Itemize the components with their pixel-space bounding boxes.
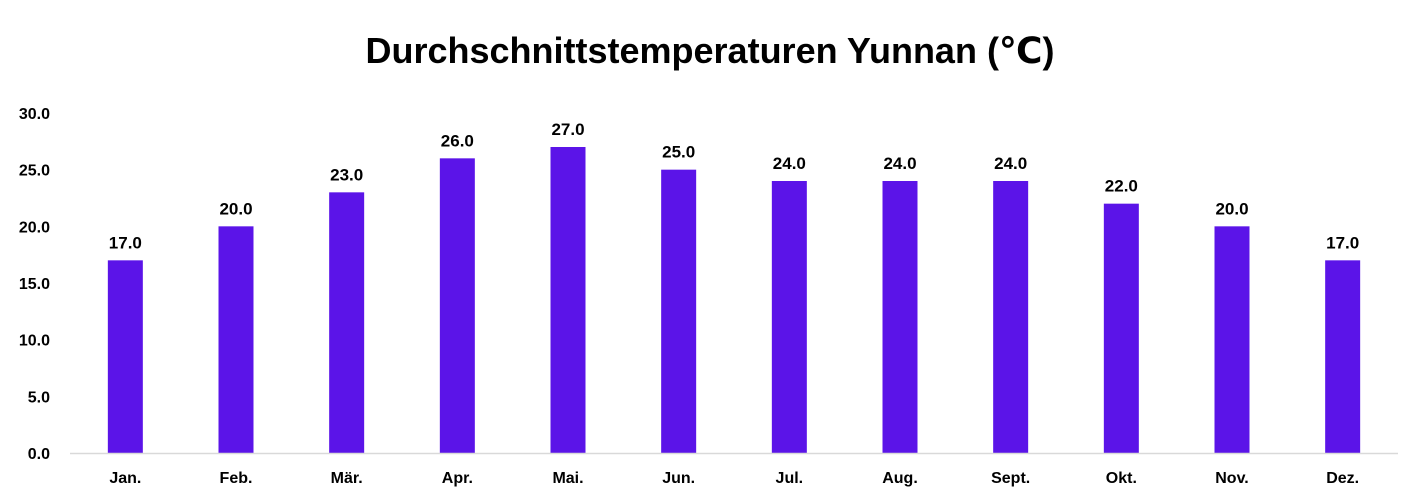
x-tick-label: Nov.	[1215, 470, 1248, 487]
data-label: 25.0	[662, 143, 695, 162]
data-label: 26.0	[441, 131, 474, 150]
bar	[550, 147, 586, 453]
bar	[882, 181, 918, 453]
data-label: 24.0	[773, 154, 806, 173]
y-tick-label: 0.0	[28, 446, 50, 463]
data-label: 17.0	[109, 233, 142, 252]
data-label: 20.0	[219, 199, 252, 218]
x-tick-label: Sept.	[991, 470, 1030, 487]
bar	[771, 181, 807, 453]
data-label: 23.0	[330, 165, 363, 184]
data-label: 27.0	[551, 120, 584, 139]
bar	[661, 169, 697, 453]
x-tick-label: Apr.	[442, 470, 473, 487]
bar-series	[107, 147, 1361, 454]
bar	[439, 158, 475, 454]
y-axis: 0.0 5.0 10.0 15.0 20.0 25.0 30.0	[19, 106, 50, 463]
bar	[218, 226, 254, 453]
bar	[1214, 226, 1250, 453]
x-tick-label: Jan.	[109, 470, 141, 487]
x-tick-label: Okt.	[1106, 470, 1137, 487]
chart-title: Durchschnittstemperaturen Yunnan (℃)	[365, 30, 1055, 71]
x-tick-label: Aug.	[882, 470, 918, 487]
x-tick-label: Mai.	[552, 470, 583, 487]
data-label: 22.0	[1105, 177, 1138, 196]
x-axis: Jan. Feb. Mär. Apr. Mai. Jun. Jul. Aug. Sept. Okt…	[109, 470, 1359, 487]
x-tick-label: Dez.	[1326, 470, 1359, 487]
x-tick-label: Jun.	[662, 470, 695, 487]
data-labels: 17.0 20.0 23.0 26.0 27.0 25.0 24.0 24.0 24.0 22.0…	[109, 120, 1359, 252]
bar	[993, 181, 1029, 453]
data-label: 24.0	[994, 154, 1027, 173]
bar	[329, 192, 365, 454]
x-tick-label: Mär.	[331, 470, 363, 487]
y-tick-label: 20.0	[19, 219, 50, 236]
y-tick-label: 30.0	[19, 106, 50, 123]
y-tick-label: 25.0	[19, 163, 50, 180]
data-label: 20.0	[1215, 199, 1248, 218]
x-tick-label: Jul.	[776, 470, 804, 487]
y-tick-label: 5.0	[28, 389, 50, 406]
x-tick-label: Feb.	[220, 470, 253, 487]
data-label: 17.0	[1326, 233, 1359, 252]
y-tick-label: 10.0	[19, 333, 50, 350]
bar	[1103, 203, 1139, 453]
data-label: 24.0	[883, 154, 916, 173]
bar	[107, 260, 143, 453]
y-tick-label: 15.0	[19, 276, 50, 293]
bar	[1325, 260, 1361, 453]
